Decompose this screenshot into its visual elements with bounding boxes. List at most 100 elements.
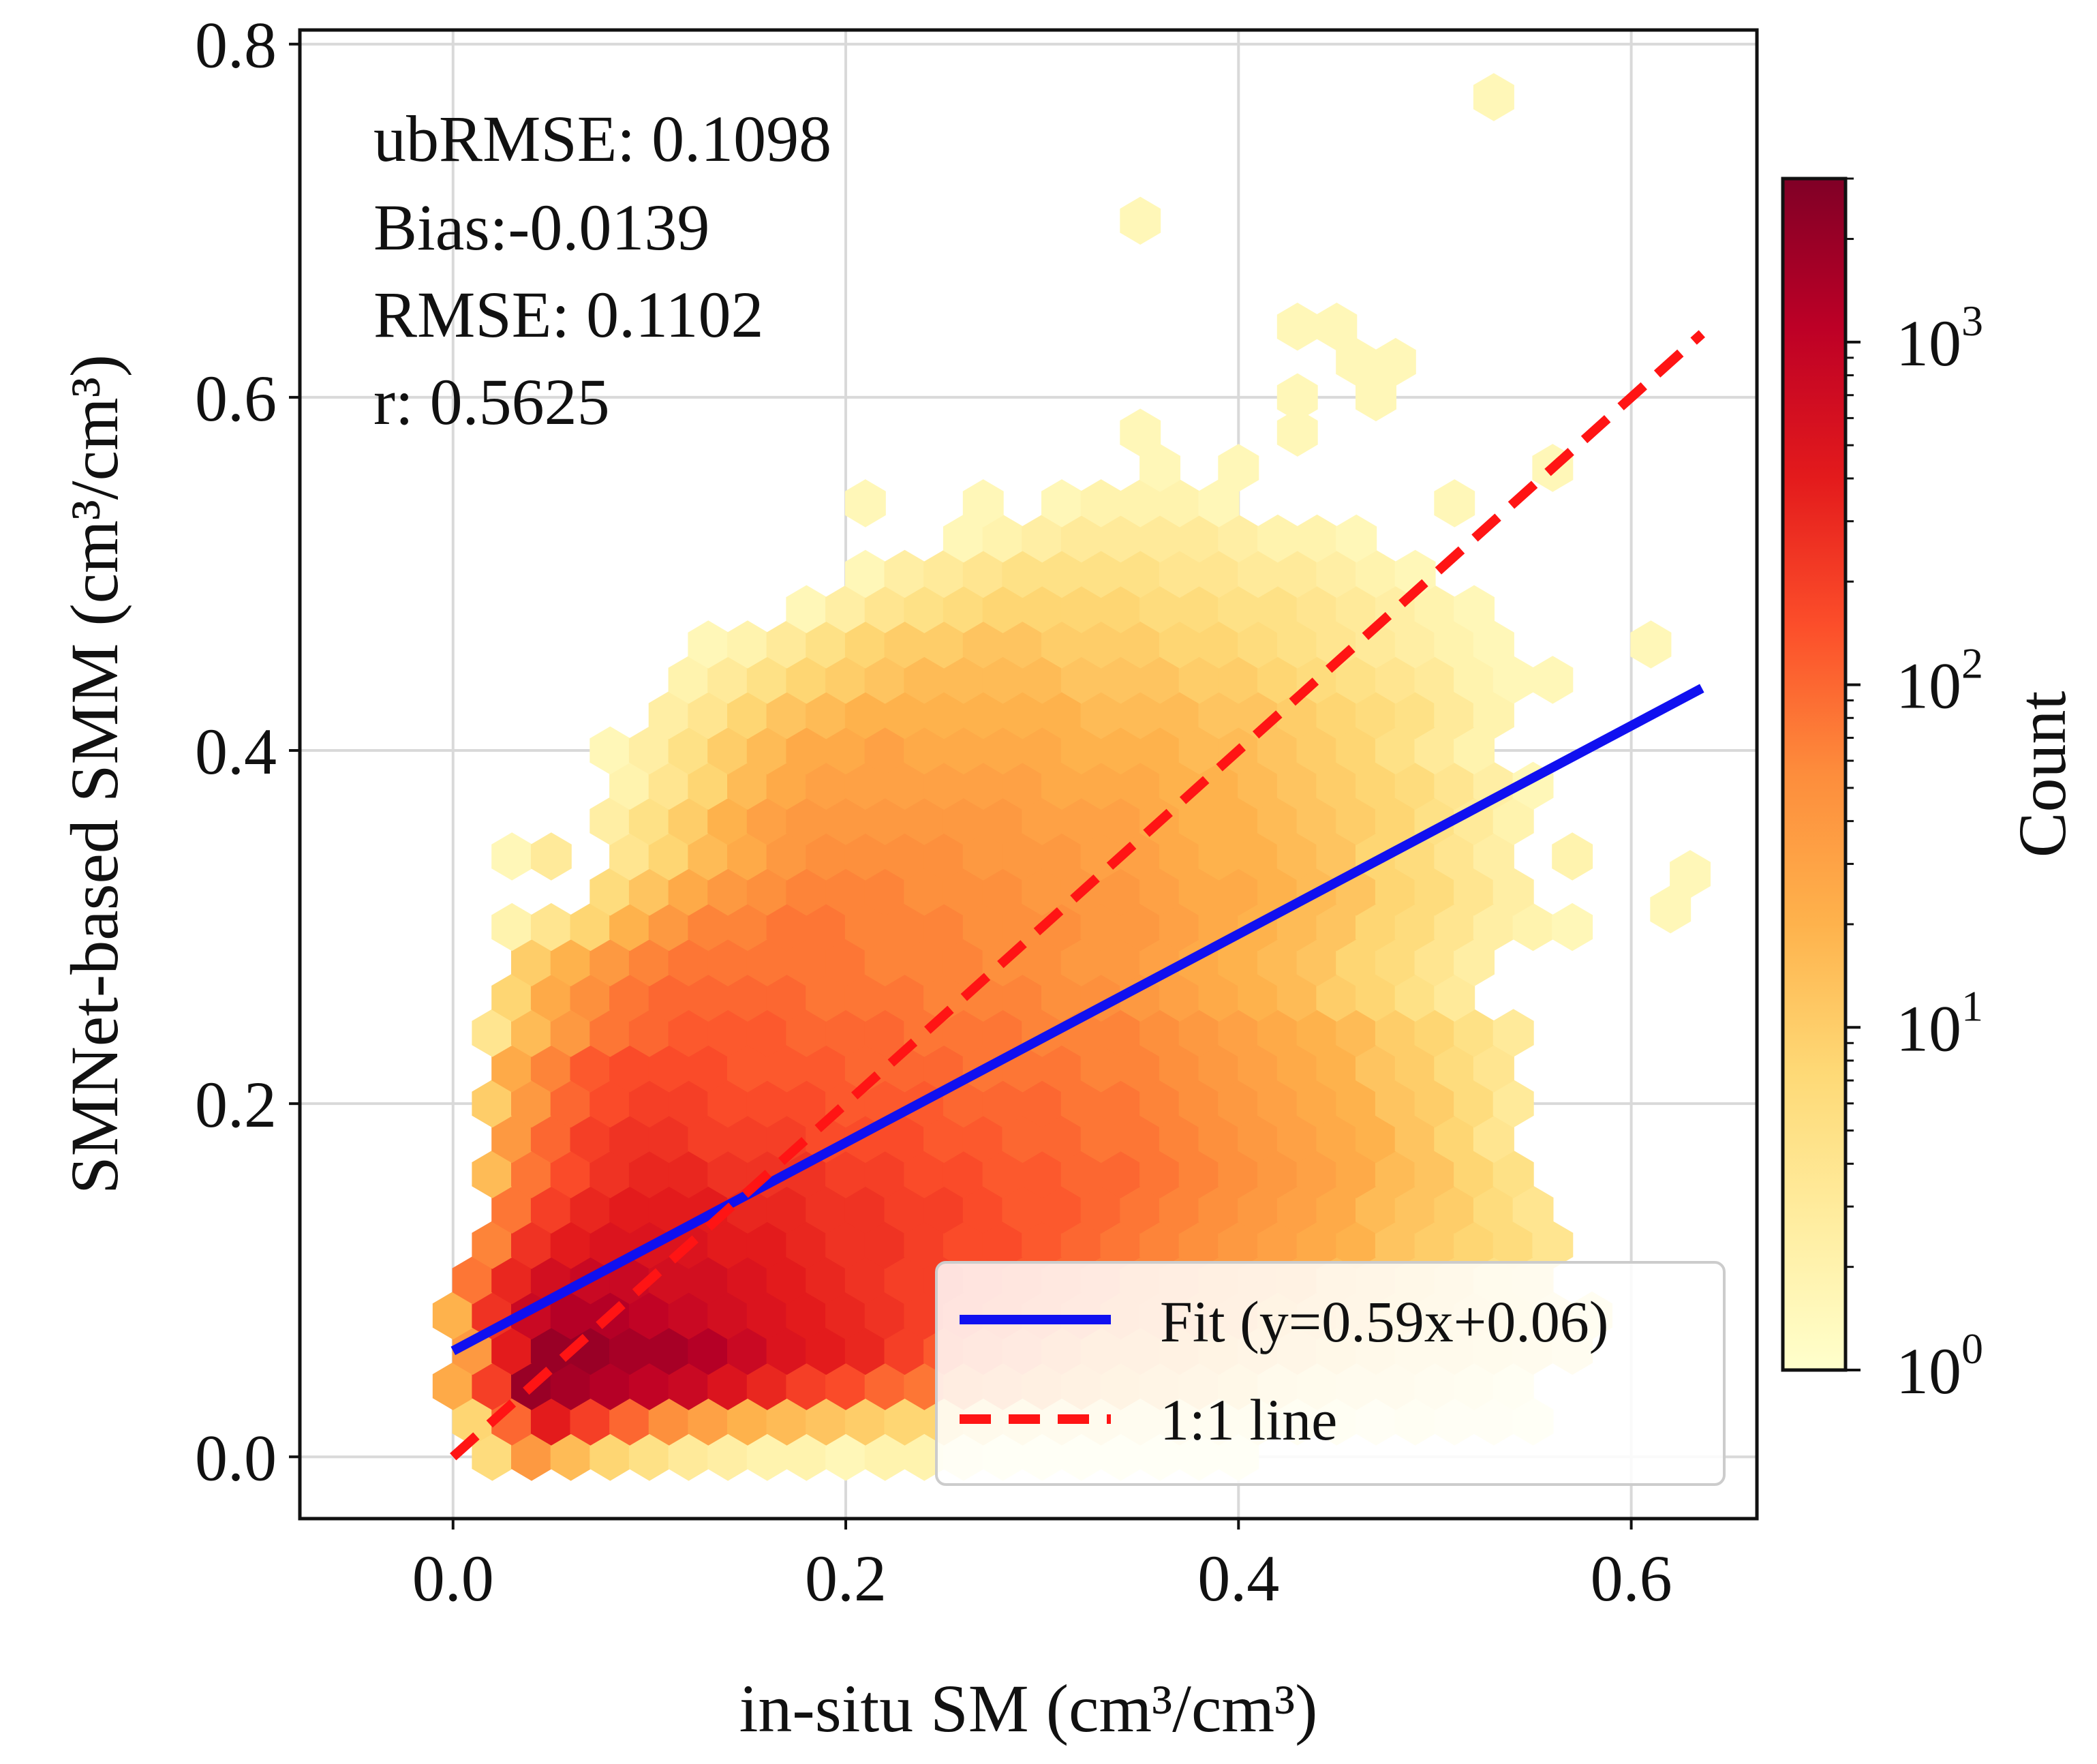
hexbin-cell — [1356, 691, 1396, 740]
hexbin-cell — [1238, 1114, 1279, 1164]
hexbin-cell — [1336, 514, 1377, 563]
hexbin-cell — [590, 938, 631, 987]
hexbin-cell — [570, 1185, 611, 1234]
hexbin-cell — [550, 1150, 592, 1198]
plot-frame — [298, 28, 1759, 1521]
hexbin-cell — [1276, 902, 1318, 952]
hexbin-cell — [628, 1150, 670, 1198]
hexbin-cell — [1454, 1009, 1495, 1057]
hexbin-cell — [825, 1150, 866, 1198]
x-tick-label: 0.4 — [1197, 1542, 1279, 1615]
hexbin-cell — [1178, 1079, 1220, 1128]
hexbin-cell — [825, 1362, 866, 1410]
hexbin-cell — [844, 479, 886, 528]
hexbin-cell — [550, 938, 592, 987]
hexbin-cell — [884, 973, 925, 1022]
hexbin-cell — [1414, 868, 1456, 916]
hexbin-cell — [1276, 761, 1318, 810]
hexbin-cell — [570, 1114, 611, 1164]
hexbin-cell — [1238, 973, 1279, 1022]
hexbin-cell — [511, 1433, 552, 1481]
hexbin-cell — [884, 691, 925, 740]
hexbin-cell — [884, 832, 925, 881]
hexbin-cell — [1080, 479, 1122, 528]
hexbin-cell — [688, 973, 729, 1022]
hexbin-cell — [530, 1326, 572, 1375]
hexbin-cell — [864, 726, 906, 775]
stats-annotation: ubRMSE: 0.1098 Bias:-0.0139 RMSE: 0.1102… — [373, 102, 831, 438]
hexbin-cell — [1296, 514, 1338, 563]
hexbin-cell — [668, 656, 709, 704]
hexbin-cell — [1296, 938, 1338, 987]
hexbin-cell — [1060, 514, 1102, 563]
hexbin-cell — [766, 761, 808, 810]
hexbin-cell — [746, 1079, 788, 1128]
hexbin-cell — [1257, 797, 1298, 845]
hexbin-cell — [1454, 1221, 1495, 1269]
hexbin-cell — [1493, 797, 1534, 845]
hexbin-cell — [904, 938, 945, 987]
hexbin-cell — [825, 938, 866, 987]
hexbin-cell — [1394, 1044, 1436, 1093]
hexbin-cell — [1178, 726, 1220, 775]
hexbin-cell — [806, 691, 847, 740]
hexbin-cell — [786, 868, 827, 916]
hexbin-cell — [1060, 585, 1102, 633]
hexbin-cell — [648, 832, 690, 881]
hexbin-cell — [746, 656, 788, 704]
hexbin-cell — [1159, 973, 1200, 1022]
hexbin-cell — [1316, 1044, 1358, 1093]
hexbin-cell — [1356, 902, 1396, 952]
hexbin-cell — [1022, 1221, 1063, 1269]
hexbin-cell — [1002, 1185, 1043, 1234]
hexbin-cell — [688, 902, 729, 952]
hexbin-cell — [1218, 514, 1259, 563]
hexbin-cell — [1159, 1044, 1200, 1093]
hexbin-cell — [1375, 337, 1416, 386]
hexbin-cell — [844, 1185, 886, 1234]
hexbin-cell — [1296, 726, 1338, 775]
hexbin-cell — [1100, 1150, 1142, 1198]
hexbin-cell — [786, 1221, 827, 1269]
hexbin-cell — [825, 726, 866, 775]
hexbin-cell — [1316, 1114, 1358, 1164]
hexbin-cell — [727, 1397, 768, 1446]
hexbin-cell — [1041, 549, 1082, 598]
hexbin-cell — [1493, 1079, 1534, 1128]
hexbin-cell — [1139, 585, 1180, 633]
hexbin-cell — [1434, 902, 1475, 952]
hexbin-cell — [884, 1326, 925, 1375]
hexbin-cell — [707, 726, 749, 775]
regression-lines — [450, 330, 1706, 1461]
hexbin-cell — [1336, 1009, 1377, 1057]
hexbin-cell — [1060, 656, 1102, 704]
hexbin-cell — [1336, 337, 1377, 386]
hexbin-cell — [648, 761, 690, 810]
hexbin-cell — [806, 1397, 847, 1446]
hexbin-cell — [491, 973, 533, 1022]
hexbin-cell — [806, 1185, 847, 1234]
hexbin-cell — [1473, 1185, 1514, 1234]
hexbin-cell — [844, 1397, 886, 1446]
hexbin-cell — [1454, 1150, 1495, 1198]
hexbin-cell — [1493, 1221, 1534, 1269]
hexbin-cell — [1080, 691, 1122, 740]
hexbin-cell — [1394, 1114, 1436, 1164]
hexbin-cell — [864, 868, 906, 916]
hexbin-cell — [1276, 408, 1318, 457]
hexbin-cell — [1316, 761, 1358, 810]
hexbin-cell — [1080, 549, 1122, 598]
hexbin-cell — [1375, 868, 1416, 916]
hexbin-cell — [962, 691, 1004, 740]
y-axis-ticks: 0.0 0.2 0.4 0.6 0.8 — [195, 9, 300, 1494]
hexbin-cell — [491, 1256, 533, 1305]
hexbin-cell — [1218, 868, 1259, 916]
hexbin-cell — [766, 1397, 808, 1446]
colorbar-ticks: 100 101 102 103 — [1846, 177, 1983, 1408]
y-tick-label: 0.4 — [195, 715, 277, 788]
hexbin-cell — [923, 1185, 965, 1234]
hexbin-cell — [806, 1326, 847, 1375]
hexbin-cell — [1434, 1114, 1475, 1164]
hexbin-cell — [1512, 1185, 1554, 1234]
hexbin-cell — [530, 973, 572, 1022]
